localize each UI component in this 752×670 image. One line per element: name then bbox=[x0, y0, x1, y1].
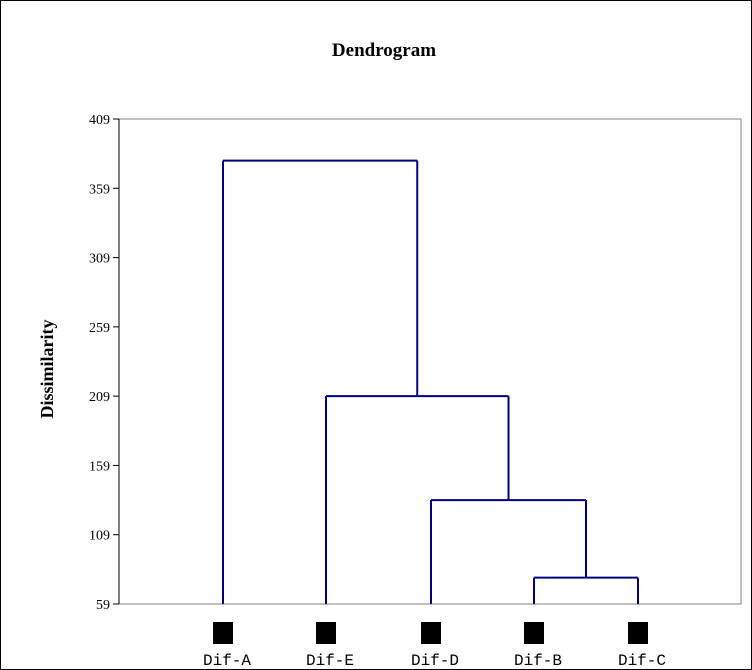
y-tick-label: 209 bbox=[89, 390, 110, 405]
y-tick-label: 259 bbox=[89, 321, 110, 336]
y-tick-label: 309 bbox=[89, 252, 110, 267]
y-tick-label: 59 bbox=[96, 598, 110, 613]
leaf-marker bbox=[316, 622, 336, 644]
leaf-label: Dif-B bbox=[514, 652, 562, 669]
y-tick-label: 409 bbox=[89, 113, 110, 128]
y-tick-label: 359 bbox=[89, 182, 110, 197]
leaf-label: Dif-C bbox=[618, 652, 666, 669]
y-tick-label: 109 bbox=[89, 529, 110, 544]
leaf-label: Dif-A bbox=[203, 652, 251, 669]
plot-area: 59 109 159 209 259 309 359 409 Dif-A Dif-E Dif-D Di… bbox=[89, 113, 742, 669]
y-tick-label: 159 bbox=[89, 459, 110, 474]
leaf-marker bbox=[628, 622, 648, 644]
chart-title: Dendrogram bbox=[332, 40, 436, 61]
leaf-marker bbox=[421, 622, 441, 644]
leaf-label: Dif-D bbox=[411, 652, 459, 669]
leaf-marker bbox=[524, 622, 544, 644]
leaf-marker bbox=[213, 622, 233, 644]
leaf-label: Dif-E bbox=[306, 652, 354, 669]
y-axis-label: Dissimilarity bbox=[37, 320, 57, 419]
